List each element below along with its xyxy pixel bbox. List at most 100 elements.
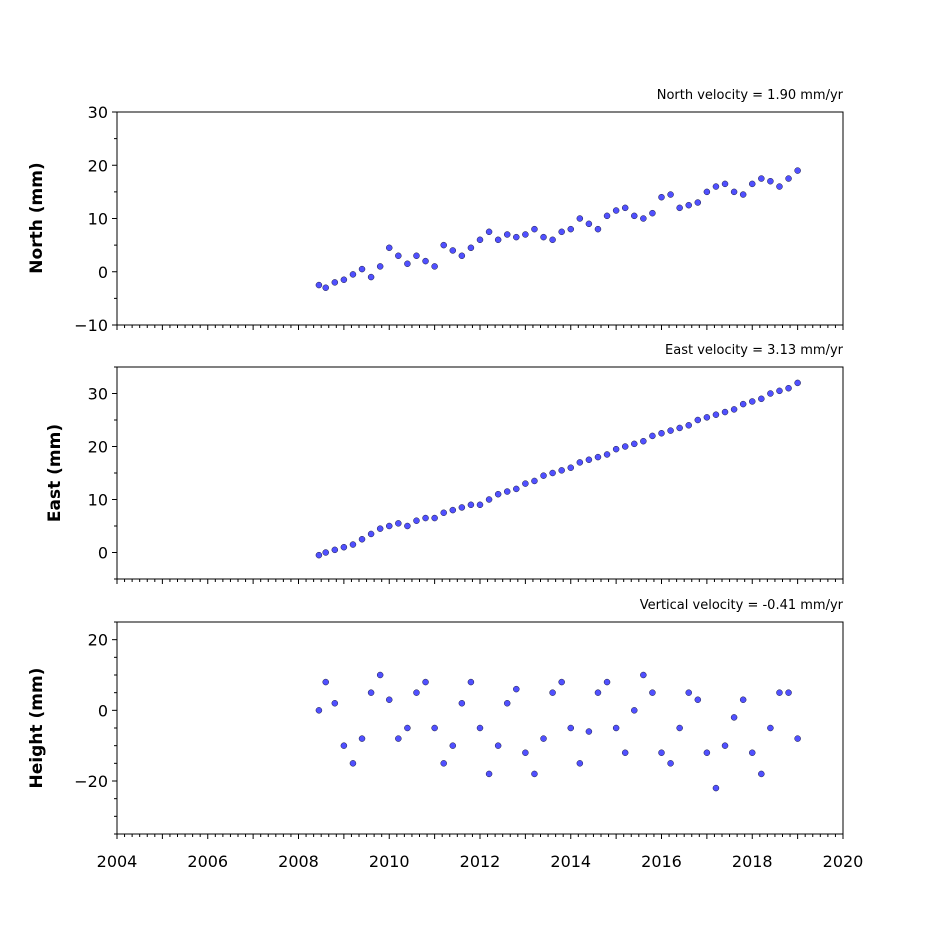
north-data-point: [513, 233, 520, 241]
east-data-point: [585, 456, 593, 463]
east-data-point: [794, 379, 801, 387]
height-data-point: [531, 770, 538, 778]
height-data-point: [467, 678, 475, 686]
east-data-point: [558, 467, 565, 474]
north-data-point: [476, 236, 484, 244]
north-data-point: [395, 252, 402, 260]
north-data-point: [567, 225, 574, 233]
east-y-tick-label: 30: [88, 385, 108, 404]
east-data-point: [549, 469, 556, 477]
north-data-point: [712, 183, 720, 190]
north-data-point: [621, 204, 629, 212]
height-data-point: [739, 696, 747, 703]
height-data-point: [785, 689, 792, 696]
east-data-point: [531, 477, 538, 485]
north-data-point: [676, 204, 683, 212]
height-data-point: [413, 689, 420, 696]
height-data-point: [640, 671, 647, 679]
height-data-point: [576, 760, 584, 767]
north-data-point: [667, 191, 674, 198]
north-data-point: [467, 244, 475, 252]
north-data-point: [522, 231, 529, 238]
east-data-point: [576, 459, 584, 466]
east-points: [315, 379, 801, 559]
north-data-point: [549, 236, 556, 244]
east-data-point: [540, 472, 547, 479]
height-data-point: [503, 700, 511, 707]
east-data-point: [694, 416, 702, 424]
height-data-point: [349, 760, 357, 767]
east-data-point: [440, 509, 447, 516]
north-data-point: [631, 212, 638, 220]
east-data-point: [413, 517, 420, 524]
north-data-point: [458, 252, 466, 260]
north-data-point: [449, 247, 457, 254]
east-data-point: [603, 451, 611, 458]
height-data-point: [721, 742, 729, 749]
height-x-tick-label: 2008: [278, 852, 319, 871]
height-x-tick-label: 2020: [823, 852, 864, 871]
height-data-point: [331, 700, 339, 707]
east-data-point: [404, 522, 411, 530]
height-data-point: [367, 689, 375, 696]
north-data-point: [730, 188, 738, 196]
east-data-point: [485, 496, 493, 503]
east-y-tick-label: 20: [88, 438, 108, 457]
north-data-point: [758, 175, 765, 182]
east-data-point: [422, 514, 429, 522]
height-data-point: [703, 749, 711, 756]
height-data-point: [621, 749, 629, 756]
north-data-point: [658, 193, 665, 201]
east-data-point: [386, 522, 393, 530]
height-data-point: [458, 700, 466, 707]
height-y-tick-label: 20: [88, 631, 108, 650]
east-data-point: [667, 427, 674, 434]
east-data-point: [340, 543, 348, 551]
north-data-point: [340, 276, 348, 283]
height-data-point: [712, 784, 720, 792]
east-y-axis-label: East (mm): [45, 424, 65, 522]
north-ticks: −10 0 10 20 30: [74, 103, 844, 335]
north-data-point: [612, 207, 620, 214]
east-data-point: [676, 424, 683, 432]
north-data-point: [558, 228, 565, 236]
height-data-point: [758, 770, 765, 778]
north-data-point: [413, 252, 420, 260]
height-data-point: [315, 707, 323, 714]
east-data-point: [621, 443, 629, 450]
north-data-point: [576, 215, 584, 222]
height-data-point: [767, 724, 774, 732]
north-data-point: [485, 228, 493, 236]
north-data-point: [422, 257, 429, 265]
north-data-point: [386, 244, 393, 252]
height-panel-title: Vertical velocity = -0.41 mm/yr: [640, 598, 844, 613]
north-data-point: [685, 201, 692, 209]
height-data-point: [513, 685, 520, 693]
height-data-point: [694, 696, 702, 703]
north-plot-frame: [116, 111, 844, 326]
north-data-point: [794, 167, 801, 174]
height-data-point: [585, 728, 593, 735]
height-data-point: [404, 724, 411, 732]
height-data-point: [567, 724, 574, 732]
east-data-point: [522, 480, 529, 487]
north-y-axis-label: North (mm): [27, 162, 47, 273]
east-data-point: [631, 440, 638, 448]
north-data-point: [367, 273, 375, 281]
east-data-point: [315, 551, 323, 559]
height-panel: Vertical velocity = -0.41 mm/yr Height (…: [27, 598, 863, 871]
height-data-point: [676, 724, 683, 732]
height-data-point: [612, 724, 620, 732]
north-data-point: [322, 284, 329, 291]
north-data-point: [331, 279, 339, 286]
height-data-point: [485, 770, 493, 778]
east-data-point: [322, 549, 329, 556]
height-data-point: [558, 678, 565, 686]
height-data-point: [603, 678, 611, 686]
north-data-point: [649, 209, 656, 217]
north-y-tick-label: 20: [88, 156, 108, 175]
north-y-tick-label: 0: [98, 263, 108, 282]
height-data-point: [395, 735, 402, 742]
north-data-point: [349, 271, 357, 278]
north-data-point: [494, 236, 502, 244]
